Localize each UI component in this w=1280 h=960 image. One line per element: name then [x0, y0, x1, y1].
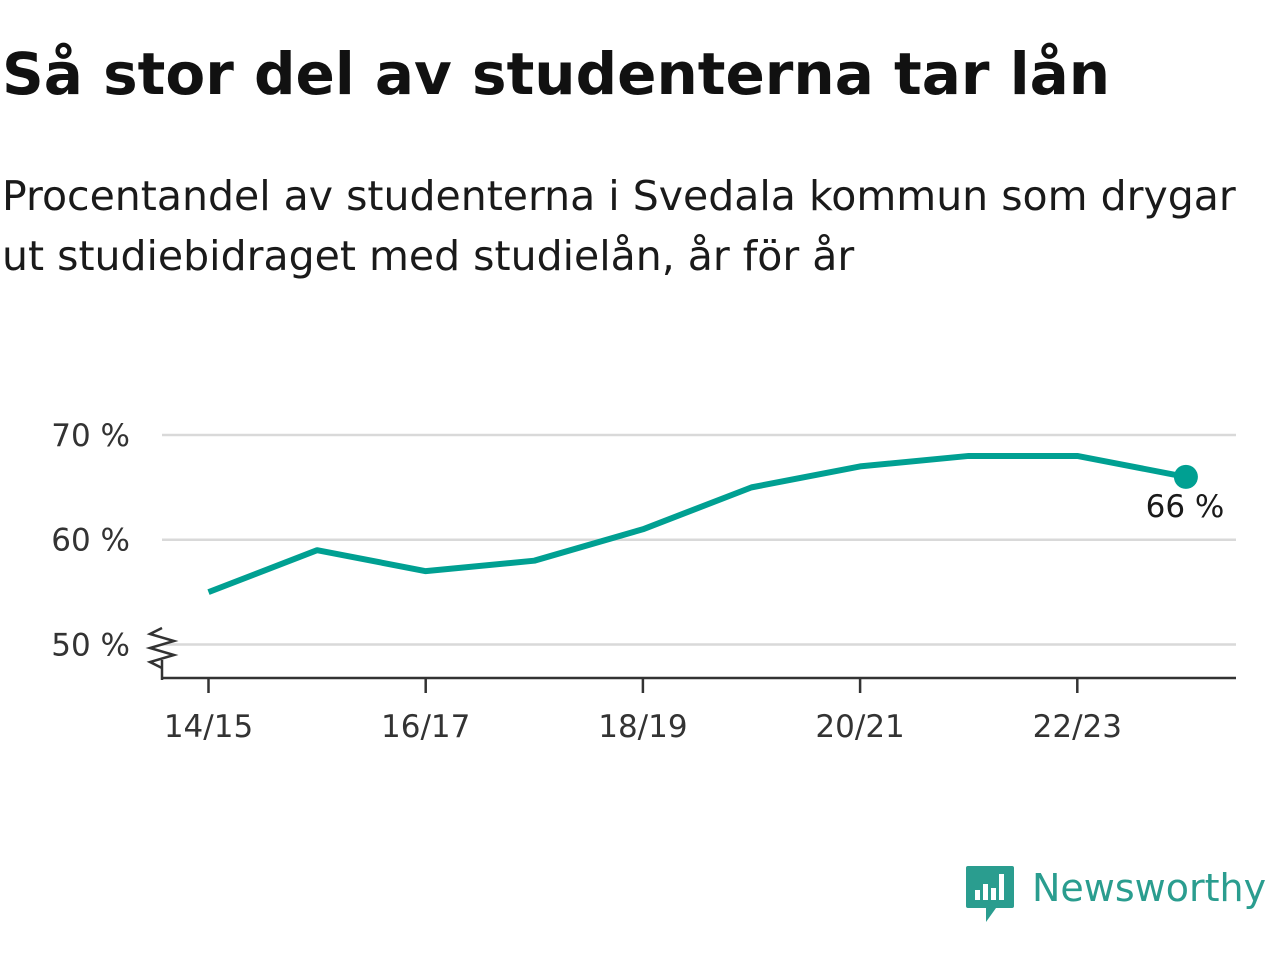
x-tick-label: 14/15 — [164, 709, 253, 745]
line-chart: 50 % 60 % 70 % 14/15 16/17 18/19 20/21 22/23 6… — [51, 418, 1236, 745]
x-tick-label: 18/19 — [598, 709, 687, 745]
newsworthy-logo-icon — [966, 866, 1014, 922]
end-point-marker — [1173, 464, 1198, 489]
y-tick-label: 60 % — [51, 523, 130, 559]
x-tick-label: 20/21 — [815, 709, 904, 745]
chart-title: Så stor del av studenterna tar lån — [2, 40, 1111, 108]
x-axis: 14/15 16/17 18/19 20/21 22/23 — [145, 626, 1236, 745]
end-value-label: 66 % — [1146, 489, 1225, 525]
x-tick-label: 22/23 — [1033, 709, 1122, 745]
x-tick-label: 16/17 — [381, 709, 470, 745]
chart-subtitle: Procentandel av studenterna i Svedala ko… — [2, 172, 1236, 280]
series-group — [207, 452, 1198, 595]
gridlines — [162, 433, 1236, 646]
axis-break-icon — [145, 626, 179, 670]
y-tick-label: 70 % — [51, 418, 130, 454]
y-tick-label: 50 % — [51, 627, 130, 663]
y-axis: 50 % 60 % 70 % — [51, 418, 130, 663]
brand-name: Newsworthy — [1032, 866, 1267, 910]
series-line-0 — [207, 452, 1187, 595]
